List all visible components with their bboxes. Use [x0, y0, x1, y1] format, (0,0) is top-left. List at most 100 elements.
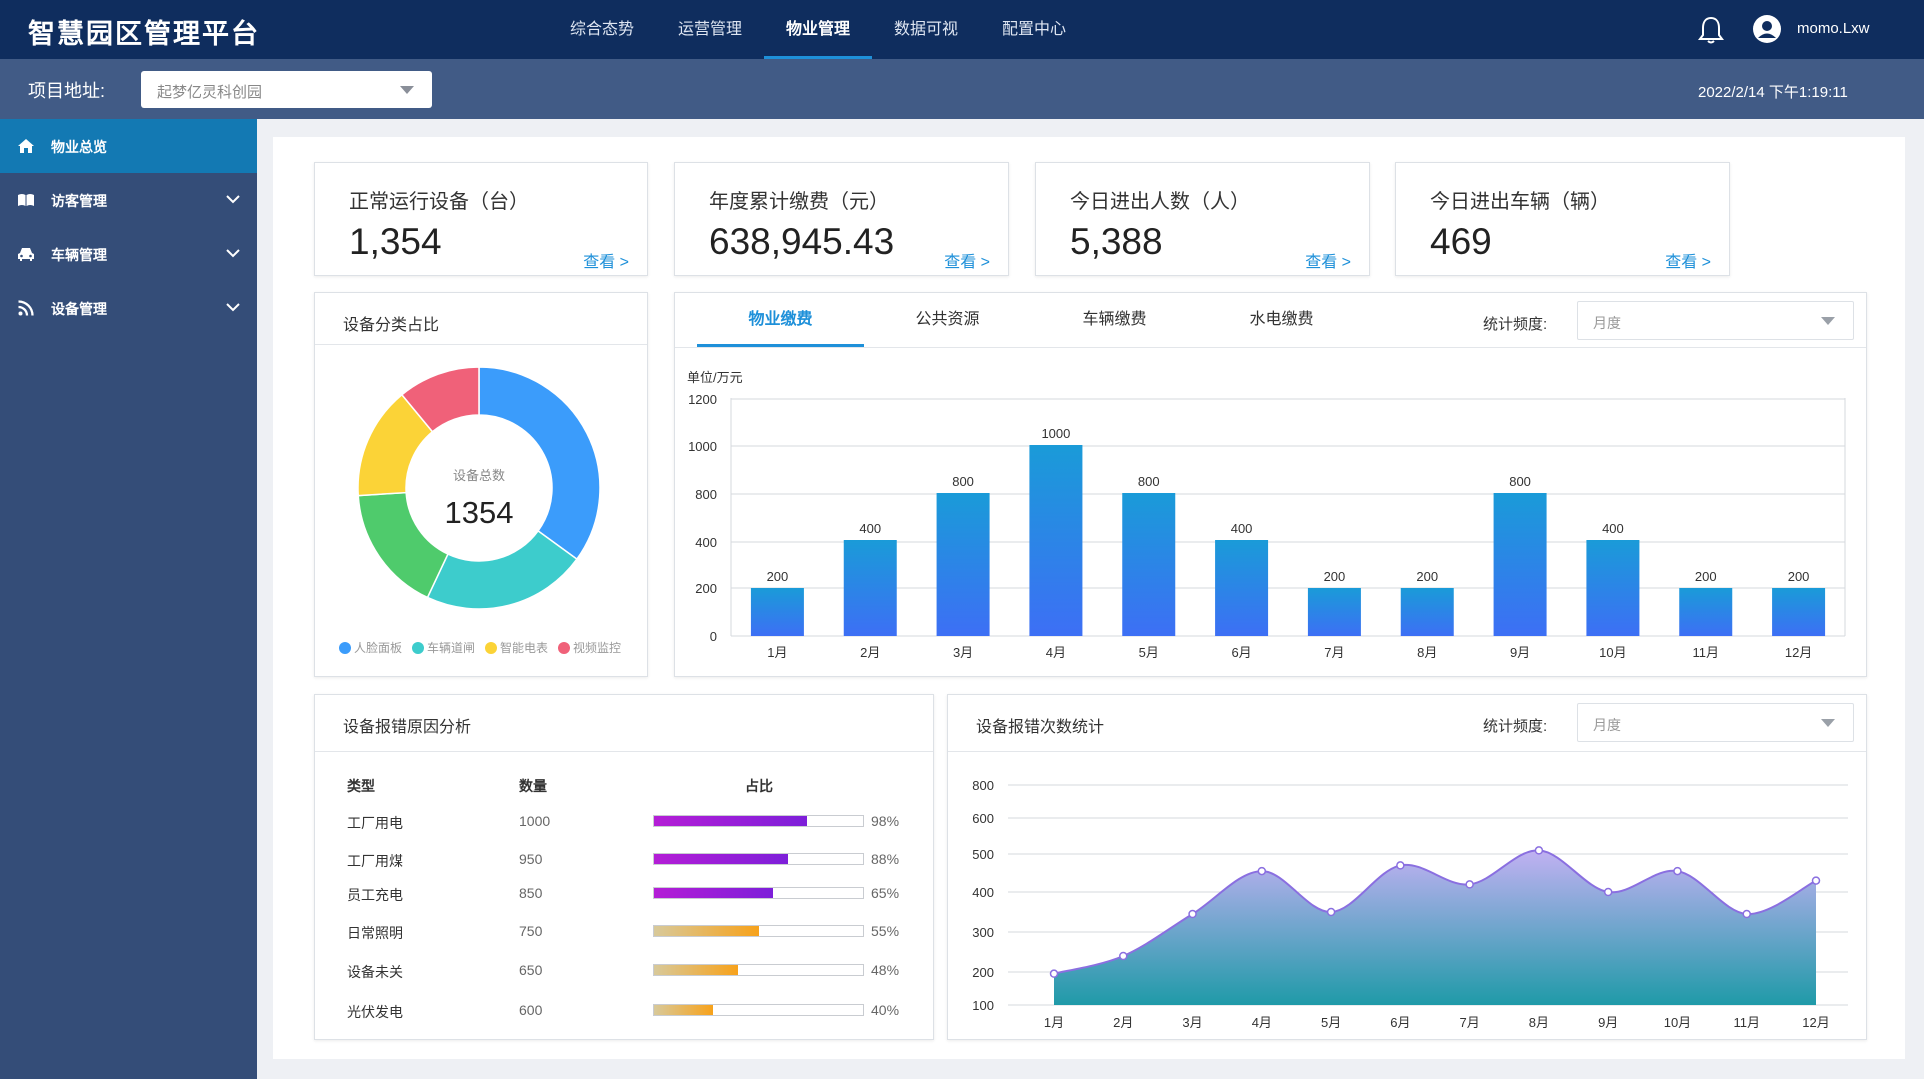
data-point — [1811, 876, 1821, 885]
device-pie-chart: 设备总数 1354 — [357, 366, 601, 610]
data-point — [1326, 907, 1336, 917]
bell-icon[interactable] — [1698, 15, 1724, 45]
kpi-view-link[interactable]: 查看 > — [583, 254, 629, 271]
error-count-panel: 设备报错次数统计 统计频度: 月度 100 200 300 400 500 600 800 … — [947, 694, 1867, 1040]
reason-type: 日常照明 — [347, 925, 403, 941]
sidebar-item-vehicles[interactable]: 车辆管理 — [0, 227, 257, 281]
bar — [1122, 493, 1176, 636]
sidebar-item-visitors[interactable]: 访客管理 — [0, 173, 257, 227]
kpi-value: 469 — [1430, 221, 1492, 262]
tab-vehicle-fee[interactable]: 车辆缴费 — [1082, 311, 1147, 328]
legend-label: 车辆道闸 — [427, 641, 476, 655]
x-tick-label: 10月 — [1664, 1015, 1691, 1030]
chevron-down-icon — [226, 249, 240, 258]
bar — [750, 588, 804, 636]
legend-item: 智能电表 — [485, 639, 548, 656]
main-content: 正常运行设备（台） 1,354 查看 > 年度累计缴费（元） 638,945.4… — [273, 137, 1905, 1059]
project-select-value: 起梦亿灵科创园 — [157, 84, 263, 101]
panel-title: 设备报错原因分析 — [343, 719, 472, 736]
error-area-chart: 100 200 300 400 500 600 800 1月 2月 3月 4月 5月 6月 7月 8月 9月… — [972, 778, 1848, 1030]
x-tick-label: 7月 — [1460, 1015, 1480, 1030]
tab-utility-fee[interactable]: 水电缴费 — [1249, 311, 1314, 328]
freq-select[interactable]: 月度 — [1577, 301, 1854, 340]
datetime: 2022/2/14 下午1:19:11 — [1698, 84, 1848, 101]
username[interactable]: momo.Lxw — [1797, 20, 1870, 37]
ratio-bar — [653, 964, 864, 976]
pie-slice-4 — [400, 366, 480, 433]
y-tick-label: 800 — [972, 778, 994, 793]
bar-value-label: 400 — [859, 521, 881, 536]
data-point — [1673, 866, 1682, 876]
project-bar: 项目地址: 起梦亿灵科创园 2022/2/14 下午1:19:11 — [0, 59, 1924, 119]
reason-percent: 65% — [871, 885, 900, 901]
chevron-down-icon — [400, 86, 414, 94]
panel-title: 设备报错次数统计 — [976, 719, 1105, 736]
freq-label: 统计频度: — [1483, 718, 1548, 735]
x-tick-label: 10月 — [1599, 645, 1626, 660]
pie-legend: 人脸面板 车辆道闸 智能电表 视频监控 — [339, 639, 631, 656]
kpi-view-link[interactable]: 查看 > — [1305, 254, 1351, 271]
nav-item-overview[interactable]: 综合态势 — [569, 21, 634, 38]
nav-item-property[interactable]: 物业管理 — [764, 0, 872, 59]
book-icon — [18, 194, 34, 206]
ratio-bar — [653, 925, 864, 937]
chevron-down-icon — [1821, 719, 1835, 727]
ratio-bar-fill — [654, 816, 807, 826]
x-tick-label: 8月 — [1417, 645, 1437, 660]
bar — [1772, 588, 1826, 636]
bar-value-label: 800 — [1509, 474, 1531, 489]
x-tick-label: 6月 — [1231, 645, 1251, 660]
kpi-title: 年度累计缴费（元） — [709, 191, 889, 213]
home-icon — [18, 139, 34, 153]
bar — [1400, 588, 1454, 636]
x-tick-label: 5月 — [1321, 1015, 1341, 1030]
y-tick-label: 500 — [972, 847, 994, 862]
legend-label: 人脸面板 — [354, 641, 403, 655]
freq-select[interactable]: 月度 — [1577, 703, 1854, 742]
y-tick-label: 1200 — [688, 392, 717, 407]
chart-unit-label: 单位/万元 — [687, 370, 743, 385]
table-row: 工厂用煤 950 88% — [315, 851, 935, 889]
reason-count: 850 — [519, 885, 543, 901]
kpi-card-devices: 正常运行设备（台） 1,354 查看 > — [314, 162, 648, 276]
kpi-value: 1,354 — [349, 221, 442, 262]
y-tick-label: 400 — [695, 535, 717, 550]
kpi-title: 今日进出人数（人） — [1070, 191, 1250, 213]
kpi-value: 5,388 — [1070, 221, 1163, 262]
reason-type: 设备未关 — [347, 964, 403, 980]
x-tick-label: 7月 — [1324, 645, 1344, 660]
nav-item-visualization[interactable]: 数据可视 — [893, 21, 958, 38]
x-tick-label: 4月 — [1252, 1015, 1272, 1030]
x-tick-label: 6月 — [1390, 1015, 1410, 1030]
x-tick-label: 1月 — [767, 645, 787, 660]
divider — [315, 751, 933, 752]
tab-property-fee[interactable]: 物业缴费 — [697, 293, 864, 347]
tab-public-resource[interactable]: 公共资源 — [915, 311, 980, 328]
ratio-bar — [653, 815, 864, 827]
sidebar-item-devices[interactable]: 设备管理 — [0, 281, 257, 335]
x-tick-label: 9月 — [1598, 1015, 1618, 1030]
chevron-down-icon — [1821, 317, 1835, 325]
reason-count: 950 — [519, 851, 543, 867]
legend-label: 智能电表 — [500, 641, 549, 655]
nav-item-config[interactable]: 配置中心 — [1001, 21, 1066, 38]
fee-tabs: 物业缴费 公共资源 车辆缴费 水电缴费 — [697, 293, 1365, 347]
reason-percent: 55% — [871, 923, 900, 939]
y-tick-label: 200 — [972, 965, 994, 980]
sidebar-item-overview[interactable]: 物业总览 — [0, 119, 257, 173]
nav-item-operations[interactable]: 运营管理 — [677, 21, 742, 38]
kpi-view-link[interactable]: 查看 > — [944, 254, 990, 271]
chevron-down-icon — [226, 303, 240, 312]
fees-bar-chart: 0 200 400 800 1000 1200 200 1月 400 2月 800 3月 1000 4月… — [688, 392, 1846, 660]
divider — [948, 751, 1866, 752]
reason-percent: 88% — [871, 851, 900, 867]
bar-value-label: 400 — [1602, 521, 1624, 536]
y-tick-label: 0 — [710, 629, 717, 644]
user-circle-icon[interactable] — [1752, 14, 1782, 44]
project-select[interactable]: 起梦亿灵科创园 — [141, 71, 432, 108]
kpi-view-link[interactable]: 查看 > — [1665, 254, 1711, 271]
bar — [1586, 540, 1640, 636]
legend-swatch — [485, 641, 498, 654]
bar-value-label: 1000 — [1041, 426, 1070, 441]
table-row: 员工充电 850 65% — [315, 885, 935, 923]
